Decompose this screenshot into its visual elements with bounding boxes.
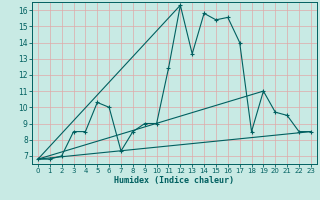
X-axis label: Humidex (Indice chaleur): Humidex (Indice chaleur) xyxy=(115,176,234,185)
